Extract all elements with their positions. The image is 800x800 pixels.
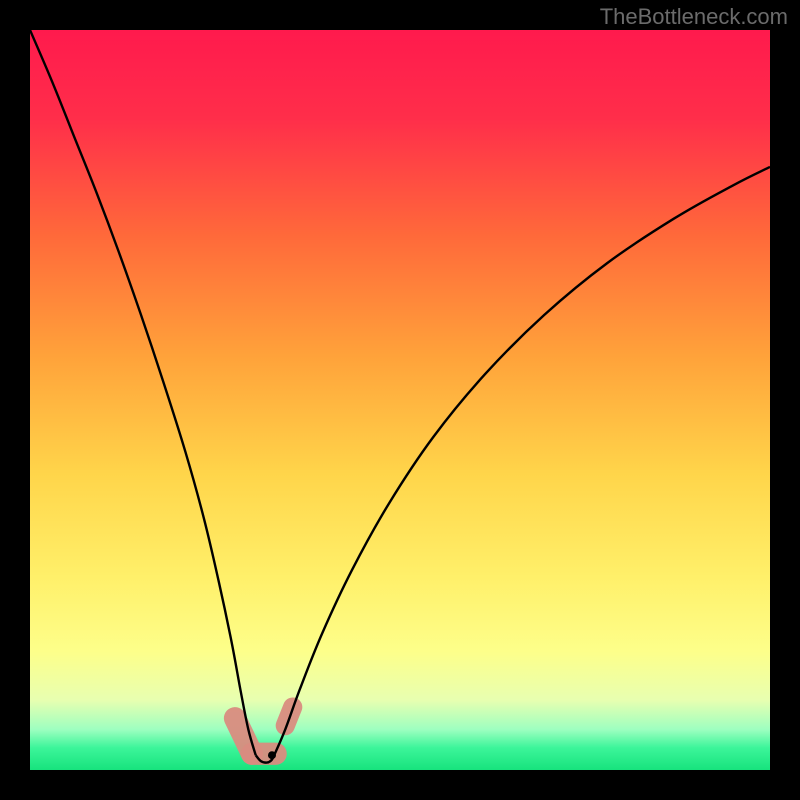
right-branch-curve (274, 167, 770, 755)
curve-layer (30, 30, 770, 770)
watermark-text: TheBottleneck.com (600, 4, 788, 30)
left-branch-curve (30, 30, 256, 755)
trough-dot (268, 751, 276, 759)
plot-area (30, 30, 770, 770)
chart-root: TheBottleneck.com (0, 0, 800, 800)
